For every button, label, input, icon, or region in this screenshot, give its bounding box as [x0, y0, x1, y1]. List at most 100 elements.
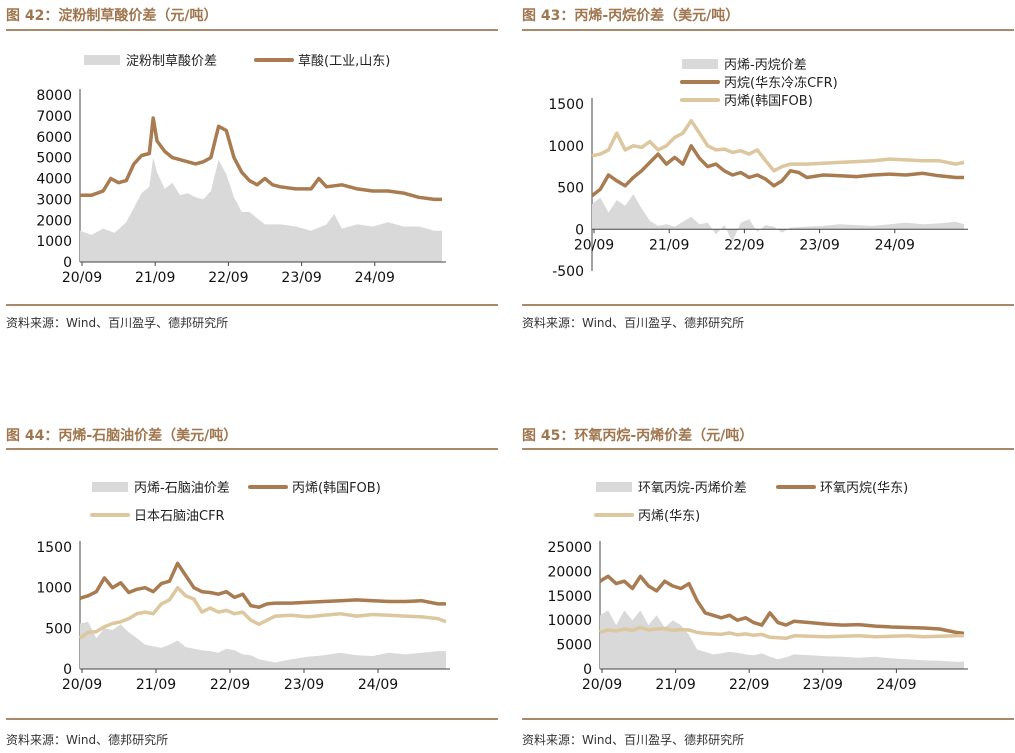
chart-title: 图 45：环氧丙烷-丙烯价差（元/吨） — [522, 428, 754, 444]
series-line — [78, 585, 447, 640]
y-tick-label: 0 — [63, 662, 72, 678]
y-tick-label: 1000 — [36, 581, 72, 597]
y-tick-label: 7000 — [36, 109, 72, 125]
panel-fig43: 图 43：丙烯-丙烷价差（美元/吨） 丙烯-丙烷价差丙烷(华东冷冻CFR) 丙烯(… — [522, 0, 1014, 340]
bottom-rule — [522, 304, 1014, 306]
source-note: 资料来源：Wind、百川盈孚、德邦研究所 — [6, 316, 229, 330]
y-tick-label: 4000 — [36, 172, 72, 188]
y-tick-label: 0 — [63, 255, 72, 271]
y-tick-label: 2000 — [36, 213, 72, 229]
legend-label: 日本石脑油CFR — [134, 509, 225, 524]
x-tick-label: 22/09 — [729, 677, 769, 693]
x-tick-label: 21/09 — [655, 677, 695, 693]
x-tick-label: 20/09 — [574, 237, 614, 253]
plot-area: 8000 7000 6000 5000 4000 3000 2000 1000 020/09 21… — [36, 88, 446, 286]
y-tick-label: 5000 — [556, 638, 592, 654]
series-line — [80, 116, 442, 202]
bottom-rule — [6, 304, 498, 306]
legend-swatch-area — [84, 55, 120, 65]
legend-label: 环氧丙烷(华东) — [820, 481, 908, 496]
series-line — [79, 561, 446, 609]
y-tick-label: 1500 — [36, 540, 72, 556]
x-tick-label: 23/09 — [281, 270, 321, 286]
series-area — [592, 194, 964, 242]
title-rule — [6, 29, 498, 31]
source-note: 资料来源：Wind、百川盈孚、德邦研究所 — [522, 733, 745, 747]
x-tick-label: 24/09 — [358, 677, 398, 693]
x-tick-label: 23/09 — [284, 677, 324, 693]
bottom-rule — [6, 718, 498, 720]
plot-area: 1500 1000 500 020/09 21/09 22/09 23/09 24/09 — [36, 540, 450, 693]
y-tick-label: 5000 — [36, 151, 72, 167]
source-note: 资料来源：Wind、百川盈孚、德邦研究所 — [522, 316, 745, 330]
chart-title: 图 43：丙烯-丙烷价差（美元/吨） — [522, 8, 740, 24]
y-tick-label: 8000 — [36, 88, 72, 104]
x-tick-label: 20/09 — [582, 677, 622, 693]
series-area — [600, 610, 964, 669]
title-rule — [522, 29, 1014, 31]
legend: 丙烯-石脑油价差 丙烯(韩国FOB) 日本石脑油CFR — [90, 481, 381, 524]
title-rule — [522, 448, 1014, 450]
series-line — [590, 144, 964, 198]
y-tick-label: 6000 — [36, 130, 72, 146]
legend-swatch-area — [596, 482, 632, 492]
legend-label: 环氧丙烷-丙烯价差 — [638, 481, 747, 496]
y-tick-label: 1000 — [548, 139, 584, 155]
chart-title: 图 44：丙烯-石脑油价差（美元/吨） — [6, 428, 238, 444]
series-line — [599, 574, 965, 636]
y-tick-label: 20000 — [547, 564, 592, 580]
y-tick-label: 3000 — [36, 192, 72, 208]
legend-label: 丙烯(韩国FOB) — [292, 481, 381, 496]
y-tick-label: 10000 — [547, 613, 592, 629]
y-tick-label: 0 — [575, 222, 584, 238]
title-rule — [6, 448, 498, 450]
x-tick-label: 23/09 — [799, 237, 839, 253]
plot-area: 1500 1000 500 0 -500 20/09 21/09 22/09 23/09 24/0… — [548, 97, 968, 280]
legend-label: 草酸(工业,山东) — [298, 54, 390, 69]
x-tick-label: 21/09 — [649, 237, 689, 253]
x-tick-label: 21/09 — [136, 677, 176, 693]
chart-fig45: 环氧丙烷-丙烯价差 环氧丙烷(华东) 丙烯(华东) 25000 20000 15000 1… — [547, 481, 968, 693]
legend-swatch-area — [92, 482, 128, 492]
legend-label: 淀粉制草酸价差 — [126, 54, 217, 69]
bottom-rule — [522, 718, 1014, 720]
legend: 环氧丙烷-丙烯价差 环氧丙烷(华东) 丙烯(华东) — [594, 481, 908, 524]
y-tick-label: 500 — [557, 181, 584, 197]
legend-label: 丙烷(华东冷冻CFR) — [724, 75, 838, 91]
legend-label: 丙烯-丙烷价差 — [724, 58, 807, 73]
series-line — [599, 625, 964, 641]
legend-label: 丙烯(韩国FOB) — [724, 94, 813, 109]
x-tick-label: 22/09 — [210, 677, 250, 693]
series-area — [80, 621, 446, 669]
plot-area: 25000 20000 15000 10000 5000 020/09 21/09 22/09… — [547, 540, 968, 693]
x-tick-label: 24/09 — [355, 270, 395, 286]
legend: 淀粉制草酸价差 草酸(工业,山东) — [84, 54, 390, 69]
chart-fig44: 丙烯-石脑油价差 丙烯(韩国FOB) 日本石脑油CFR 1500 1000 500 020… — [36, 481, 450, 693]
panel-fig42: 图 42：淀粉制草酸价差（元/吨） 淀粉制草酸价差 草酸(工业,山东) 8000 7… — [6, 0, 498, 340]
legend-label: 丙烯-石脑油价差 — [134, 481, 230, 496]
y-tick-label: 0 — [583, 662, 592, 678]
x-tick-label: 23/09 — [803, 677, 843, 693]
panel-fig45: 图 45：环氧丙烷-丙烯价差（元/吨） 环氧丙烷-丙烯价差 环氧丙烷(华东) 丙烯(… — [522, 420, 1014, 753]
x-tick-label: 21/09 — [135, 270, 175, 286]
chart-fig42: 淀粉制草酸价差 草酸(工业,山东) 8000 7000 6000 5000 4000 300… — [36, 54, 446, 286]
x-tick-label: 24/09 — [875, 237, 915, 253]
y-tick-label: 1000 — [36, 234, 72, 250]
legend-swatch-area — [682, 59, 718, 69]
x-tick-label: 22/09 — [208, 270, 248, 286]
source-note: 资料来源：Wind、德邦研究所 — [6, 733, 169, 747]
y-tick-label: 1500 — [548, 97, 584, 113]
chart-title: 图 42：淀粉制草酸价差（元/吨） — [6, 8, 218, 24]
x-tick-label: 20/09 — [62, 270, 102, 286]
series-line — [591, 118, 965, 173]
x-tick-label: 24/09 — [876, 677, 916, 693]
panel-fig44: 图 44：丙烯-石脑油价差（美元/吨） 丙烯-石脑油价差 丙烯(韩国FOB) 日本石… — [6, 420, 498, 753]
y-tick-label: 15000 — [547, 589, 592, 605]
series-area — [80, 157, 442, 262]
legend-label: 丙烯(华东) — [638, 509, 700, 524]
y-tick-label: 500 — [45, 621, 72, 637]
x-tick-label: 22/09 — [724, 237, 764, 253]
y-tick-label: -500 — [552, 264, 584, 280]
